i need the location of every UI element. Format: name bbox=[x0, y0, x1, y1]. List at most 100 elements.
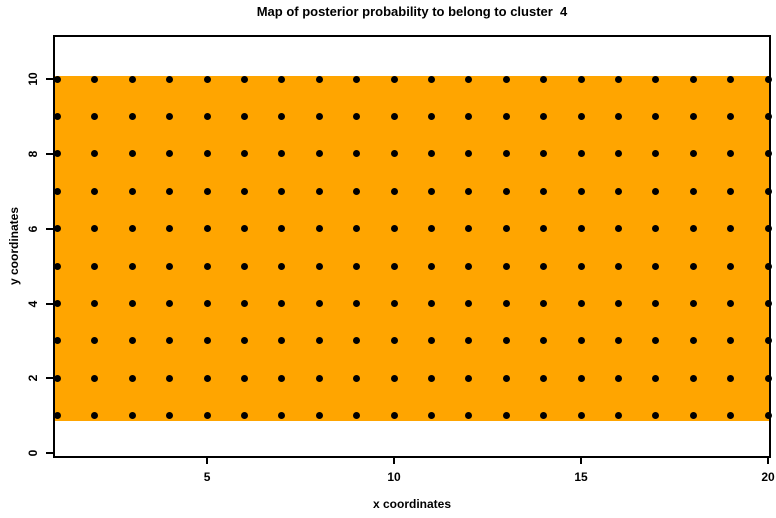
data-point bbox=[614, 300, 622, 308]
data-point bbox=[577, 337, 585, 345]
data-point bbox=[727, 412, 735, 420]
data-point bbox=[353, 374, 361, 382]
data-point bbox=[689, 337, 697, 345]
data-point bbox=[240, 300, 248, 308]
x-axis-tick bbox=[393, 458, 396, 464]
data-point bbox=[427, 374, 435, 382]
data-point bbox=[91, 150, 99, 158]
data-point bbox=[502, 150, 510, 158]
x-tick-label: 15 bbox=[574, 470, 588, 484]
data-point bbox=[315, 113, 323, 121]
data-point bbox=[764, 337, 772, 345]
data-point bbox=[53, 150, 61, 158]
data-point bbox=[353, 412, 361, 420]
data-point bbox=[53, 113, 61, 121]
data-point bbox=[315, 412, 323, 420]
data-point bbox=[427, 150, 435, 158]
y-axis-tick bbox=[46, 377, 53, 380]
data-point bbox=[278, 225, 286, 233]
data-point bbox=[540, 150, 548, 158]
data-point bbox=[689, 75, 697, 83]
data-point bbox=[727, 262, 735, 270]
data-point bbox=[727, 187, 735, 195]
data-point bbox=[240, 187, 248, 195]
data-point bbox=[353, 262, 361, 270]
data-point bbox=[502, 374, 510, 382]
data-point bbox=[128, 300, 136, 308]
data-point bbox=[614, 187, 622, 195]
data-point bbox=[577, 187, 585, 195]
data-point bbox=[577, 225, 585, 233]
x-tick-label: 5 bbox=[203, 470, 211, 484]
data-point bbox=[390, 187, 398, 195]
data-point bbox=[278, 300, 286, 308]
data-point bbox=[315, 262, 323, 270]
data-point bbox=[652, 113, 660, 121]
y-axis-tick bbox=[46, 452, 53, 455]
data-point bbox=[315, 225, 323, 233]
data-point bbox=[727, 225, 735, 233]
data-point bbox=[727, 374, 735, 382]
data-point bbox=[390, 113, 398, 121]
data-point bbox=[465, 150, 473, 158]
data-point bbox=[689, 150, 697, 158]
data-point bbox=[240, 150, 248, 158]
data-point bbox=[203, 187, 211, 195]
data-point bbox=[465, 300, 473, 308]
x-axis-tick bbox=[767, 458, 769, 464]
data-point bbox=[91, 374, 99, 382]
data-point bbox=[577, 412, 585, 420]
data-point bbox=[240, 337, 248, 345]
data-point bbox=[652, 225, 660, 233]
posterior-probability-region bbox=[53, 76, 771, 422]
data-point bbox=[540, 187, 548, 195]
data-point bbox=[427, 113, 435, 121]
data-point bbox=[203, 113, 211, 121]
data-point bbox=[540, 374, 548, 382]
data-point bbox=[390, 150, 398, 158]
data-point bbox=[465, 75, 473, 83]
data-point bbox=[727, 337, 735, 345]
x-axis-tick bbox=[580, 458, 583, 464]
data-point bbox=[166, 374, 174, 382]
data-point bbox=[502, 113, 510, 121]
data-point bbox=[502, 187, 510, 195]
data-point bbox=[353, 225, 361, 233]
data-point bbox=[166, 75, 174, 83]
data-point bbox=[53, 225, 61, 233]
data-point bbox=[53, 300, 61, 308]
data-point bbox=[502, 412, 510, 420]
data-point bbox=[203, 150, 211, 158]
data-point bbox=[764, 374, 772, 382]
data-point bbox=[652, 412, 660, 420]
data-point bbox=[166, 300, 174, 308]
data-point bbox=[278, 187, 286, 195]
data-point bbox=[727, 113, 735, 121]
data-point bbox=[652, 300, 660, 308]
data-point bbox=[465, 337, 473, 345]
data-point bbox=[764, 262, 772, 270]
data-point bbox=[53, 262, 61, 270]
data-point bbox=[353, 75, 361, 83]
data-point bbox=[166, 412, 174, 420]
data-point bbox=[53, 412, 61, 420]
data-point bbox=[764, 75, 772, 83]
data-point bbox=[91, 300, 99, 308]
data-point bbox=[577, 374, 585, 382]
data-point bbox=[427, 337, 435, 345]
data-point bbox=[502, 75, 510, 83]
data-point bbox=[240, 374, 248, 382]
data-point bbox=[128, 337, 136, 345]
data-point bbox=[614, 225, 622, 233]
data-point bbox=[91, 225, 99, 233]
data-point bbox=[502, 337, 510, 345]
data-point bbox=[91, 337, 99, 345]
data-point bbox=[427, 225, 435, 233]
data-point bbox=[128, 113, 136, 121]
data-point bbox=[727, 150, 735, 158]
data-point bbox=[502, 262, 510, 270]
data-point bbox=[315, 374, 323, 382]
data-point bbox=[91, 113, 99, 121]
data-point bbox=[540, 262, 548, 270]
data-point bbox=[166, 150, 174, 158]
